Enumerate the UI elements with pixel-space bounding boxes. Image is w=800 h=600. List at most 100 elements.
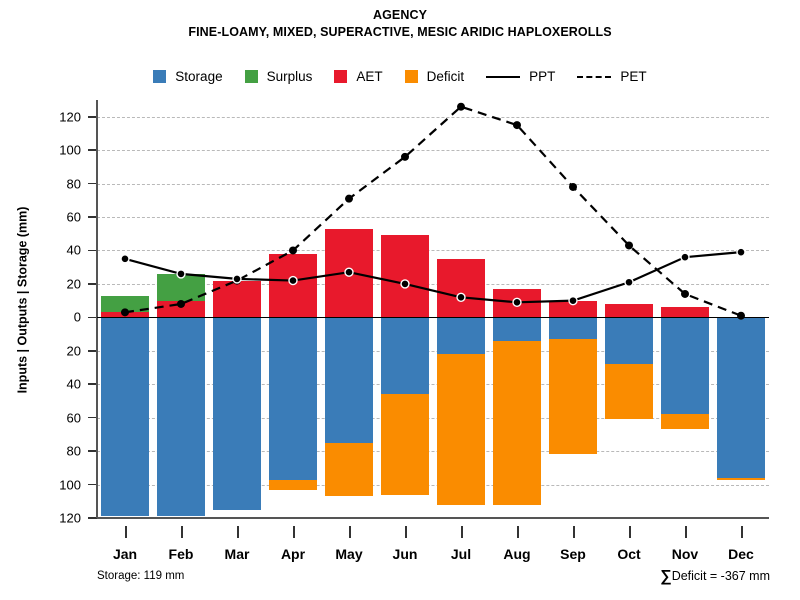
bar-deficit-jun[interactable] <box>380 394 430 495</box>
y-axis-tick <box>88 149 97 151</box>
ppt-point-jan[interactable] <box>120 254 130 264</box>
bar-storage-mar[interactable] <box>212 317 262 510</box>
x-axis-label-mar: Mar <box>224 546 250 562</box>
gridline <box>97 183 769 185</box>
y-axis-tick-label: 100 <box>59 477 81 493</box>
gridline <box>97 250 769 252</box>
bar-aet-jul[interactable] <box>436 258 486 318</box>
pet-point-aug[interactable] <box>513 121 521 130</box>
x-axis-label-jun: Jun <box>392 546 418 562</box>
ppt-point-dec[interactable] <box>736 247 746 257</box>
ppt-point-nov[interactable] <box>680 252 690 262</box>
bar-surplus-jan[interactable] <box>100 295 150 313</box>
bar-storage-feb[interactable] <box>156 317 206 517</box>
legend-item-aet[interactable]: AET <box>334 69 383 84</box>
bar-aet-nov[interactable] <box>660 307 710 318</box>
bar-storage-apr[interactable] <box>268 317 318 480</box>
bar-storage-aug[interactable] <box>492 317 542 341</box>
x-axis-tick <box>741 526 743 538</box>
legend-item-pet[interactable]: PET <box>577 69 647 84</box>
chart-title-line1: AGENCY <box>372 8 428 22</box>
y-axis-tick <box>88 483 97 486</box>
bar-surplus-feb[interactable] <box>156 273 206 301</box>
legend-item-ppt[interactable]: PPT <box>486 69 555 84</box>
bar-aet-apr[interactable] <box>268 253 318 318</box>
pet-point-may[interactable] <box>345 194 353 203</box>
bar-storage-jun[interactable] <box>380 317 430 395</box>
bar-deficit-apr[interactable] <box>268 479 318 490</box>
x-axis-label-sep: Sep <box>560 546 586 562</box>
y-axis-label: Inputs | Outputs | Storage (mm) <box>10 0 34 600</box>
storage-footnote: Storage: 119 mm <box>97 570 185 582</box>
solid-line-icon <box>486 75 521 78</box>
x-axis-label-nov: Nov <box>671 546 699 562</box>
bar-deficit-aug[interactable] <box>492 340 542 505</box>
bar-storage-jan[interactable] <box>100 317 150 517</box>
y-axis-tick-label: 60 <box>66 410 81 426</box>
pet-point-jun[interactable] <box>401 152 409 161</box>
bar-aet-feb[interactable] <box>156 300 206 318</box>
bar-storage-nov[interactable] <box>660 317 710 415</box>
chart-title: AGENCY FINE-LOAMY, MIXED, SUPERACTIVE, M… <box>0 7 800 41</box>
bar-deficit-sep[interactable] <box>548 339 598 455</box>
bar-storage-sep[interactable] <box>548 317 598 340</box>
y-axis-tick <box>88 383 97 386</box>
gridline <box>97 384 769 386</box>
square-icon <box>153 70 167 83</box>
bar-deficit-dec[interactable] <box>716 477 766 480</box>
bar-deficit-jul[interactable] <box>436 354 486 505</box>
pet-point-nov[interactable] <box>681 289 689 298</box>
legend-label: PET <box>620 69 647 84</box>
x-axis-tick <box>293 526 295 538</box>
legend-item-surplus[interactable]: Surplus <box>244 69 312 84</box>
x-axis-label-may: May <box>335 546 363 562</box>
gridline <box>97 417 769 419</box>
bar-aet-sep[interactable] <box>548 300 598 318</box>
legend-item-deficit[interactable]: Deficit <box>404 69 465 84</box>
x-axis-tick <box>349 526 351 538</box>
y-axis-tick-label: 20 <box>66 343 81 359</box>
bar-aet-may[interactable] <box>324 228 374 318</box>
y-axis-tick <box>88 350 97 352</box>
chart-title-line2: FINE-LOAMY, MIXED, SUPERACTIVE, MESIC AR… <box>188 25 612 39</box>
bar-deficit-may[interactable] <box>324 442 374 497</box>
x-axis-tick <box>573 526 575 538</box>
y-axis-tick <box>88 216 97 218</box>
y-axis-tick <box>88 316 97 319</box>
bar-aet-mar[interactable] <box>212 280 262 318</box>
gridline <box>97 217 769 219</box>
y-axis-tick-label: 0 <box>73 309 81 325</box>
bar-storage-jul[interactable] <box>436 317 486 355</box>
bar-aet-jun[interactable] <box>380 235 430 318</box>
gridline <box>97 350 769 352</box>
x-axis-tick <box>181 526 183 538</box>
y-axis-tick-label: 120 <box>59 109 81 125</box>
pet-point-jul[interactable] <box>457 102 465 111</box>
bar-storage-dec[interactable] <box>716 317 766 478</box>
bar-storage-oct[interactable] <box>604 317 654 365</box>
x-axis-label-feb: Feb <box>168 546 194 562</box>
bar-deficit-oct[interactable] <box>604 364 654 420</box>
x-axis-tick <box>685 526 687 538</box>
x-axis-tick <box>461 526 463 538</box>
legend-label: Deficit <box>426 69 465 84</box>
gridline <box>97 116 769 118</box>
legend-label: AET <box>356 69 383 84</box>
x-axis-label-jul: Jul <box>450 546 472 562</box>
y-axis-tick <box>88 283 97 285</box>
square-icon <box>404 70 418 83</box>
y-axis-tick-label: 40 <box>66 376 81 392</box>
square-icon <box>334 70 348 83</box>
deficit-footnote: ∑Deficit = -367 mm <box>660 568 770 586</box>
bar-aet-aug[interactable] <box>492 288 542 318</box>
bar-deficit-nov[interactable] <box>660 414 710 430</box>
legend-item-storage[interactable]: Storage <box>153 69 223 84</box>
x-axis-tick <box>629 526 631 538</box>
ppt-point-oct[interactable] <box>624 277 634 287</box>
bar-aet-oct[interactable] <box>604 303 654 318</box>
y-axis-tick-label: 20 <box>66 276 81 292</box>
bar-storage-may[interactable] <box>324 317 374 443</box>
x-axis-tick <box>405 526 407 538</box>
pet-point-oct[interactable] <box>625 241 633 250</box>
